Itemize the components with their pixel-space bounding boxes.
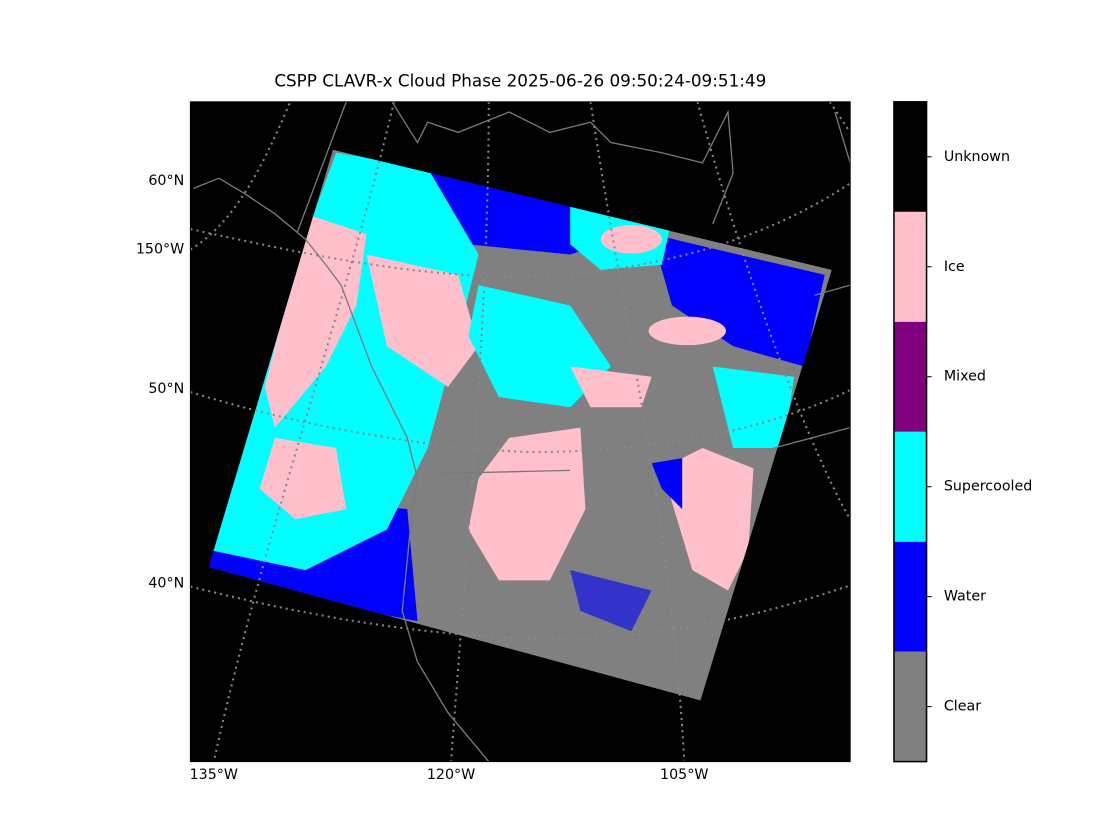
lon-label: 135°W	[190, 767, 238, 783]
lat-label: 150°W	[136, 241, 184, 257]
map-frame	[189, 101, 851, 763]
map-title: CSPP CLAVR-x Cloud Phase 2025-06-26 09:5…	[274, 70, 766, 90]
axis-labels: 60°N 150°W 50°N 40°N 135°W 120°W 105°W	[136, 173, 709, 783]
colorbar-frame	[893, 101, 928, 763]
colorbar-segment	[893, 431, 927, 542]
colorbar-label: Water	[944, 589, 986, 605]
colorbar-segment	[893, 211, 927, 322]
colorbar-label: Ice	[944, 259, 965, 275]
colorbar-label: Supercooled	[944, 479, 1032, 495]
colorbar-segment	[893, 651, 927, 762]
colorbar-segment	[893, 541, 927, 652]
map-panel	[190, 101, 851, 762]
lat-label: 40°N	[148, 575, 184, 591]
lon-label: 105°W	[660, 767, 708, 783]
colorbar-segment	[893, 321, 927, 432]
lat-label: 50°N	[148, 381, 184, 397]
colorbar: Clear Water Supercooled Mixed Ice Unknown	[893, 101, 1032, 763]
cloud-phase-swath	[208, 149, 832, 701]
colorbar-segment	[893, 101, 927, 212]
lat-label: 60°N	[148, 173, 184, 189]
colorbar-label: Mixed	[944, 369, 986, 385]
colorbar-label: Unknown	[944, 149, 1010, 165]
lon-label: 120°W	[427, 767, 475, 783]
colorbar-label: Clear	[944, 699, 981, 715]
